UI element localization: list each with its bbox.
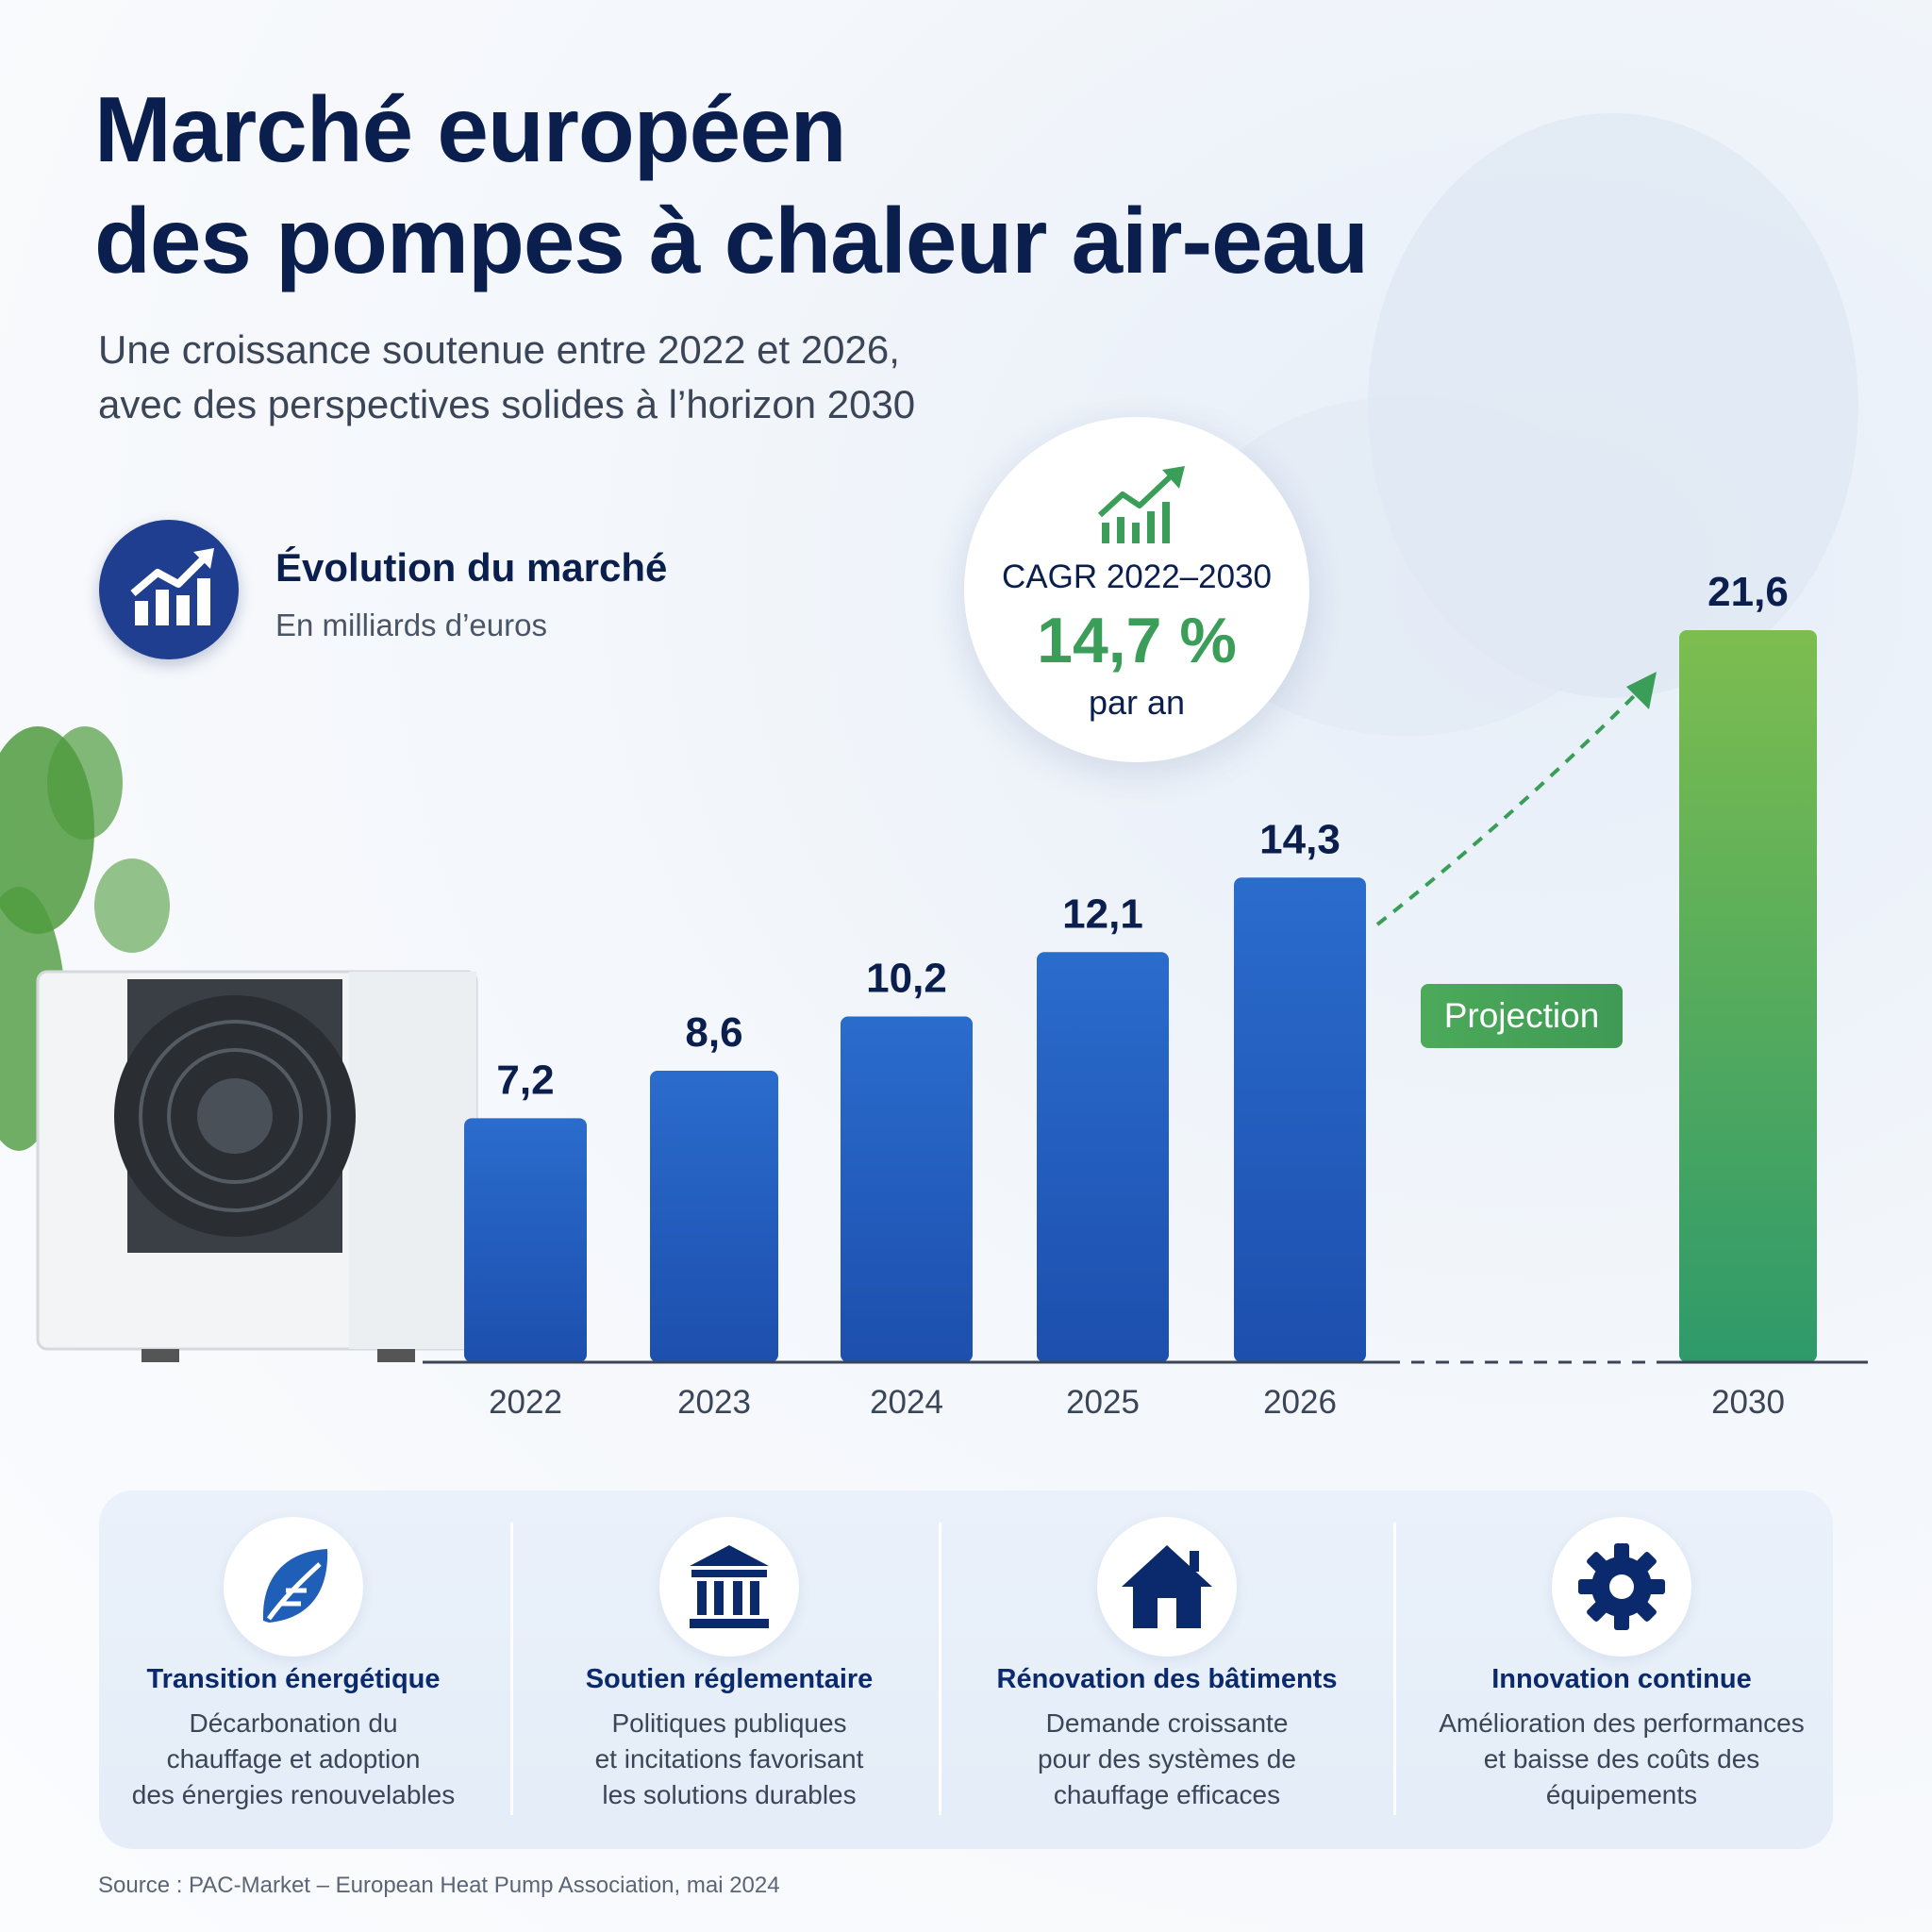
factor-card-transition: Transition énergétique Décarbonation du … [99,1491,488,1849]
bar-2022 [464,1118,587,1362]
projection-arrow-head [1626,672,1657,709]
growth-bars-icon [1097,466,1185,543]
projection-badge: Projection [1421,984,1623,1048]
cagr-badge: CAGR 2022–2030 14,7 % par an [964,417,1309,762]
house-icon [1097,1517,1237,1657]
section-title: Évolution du marché [275,545,668,590]
leaf-icon [224,1517,363,1657]
value-label-2023: 8,6 [685,1009,742,1056]
page-subtitle: Une croissance soutenue entre 2022 et 20… [98,327,916,426]
divider [939,1523,941,1815]
factor-title: Rénovation des bâtiments [996,1664,1338,1694]
source-note: Source : PAC-Market – European Heat Pump… [98,1873,780,1898]
x-tick-2023: 2023 [677,1384,751,1421]
divider [1393,1523,1396,1815]
x-tick-2024: 2024 [870,1384,943,1421]
bar-2025 [1037,952,1169,1362]
x-tick-2022: 2022 [489,1384,562,1421]
factor-card-renovation: Rénovation des bâtiments Demande croissa… [959,1491,1374,1849]
value-label-2024: 10,2 [866,956,947,1002]
value-label-2025: 12,1 [1062,891,1143,937]
factor-text: Demande croissante pour des systèmes de … [1038,1708,1296,1809]
heat-pump-illustration [0,726,478,1362]
x-tick-2025: 2025 [1066,1384,1140,1421]
government-building-icon [659,1517,799,1657]
x-tick-2030: 2030 [1711,1384,1785,1421]
bar-2023 [650,1071,778,1362]
projection-arrow [1375,687,1643,926]
factor-title: Soutien réglementaire [585,1664,874,1694]
cagr-value: 14,7 % [1037,605,1237,676]
factor-card-innovation: Innovation continue Amélioration des per… [1414,1491,1829,1849]
factor-text: Amélioration des performances et baisse … [1439,1708,1805,1809]
gear-icon [1552,1517,1691,1657]
value-label-2026: 14,3 [1259,816,1341,862]
cagr-label: CAGR 2022–2030 [1001,558,1273,595]
page-title: Marché européen des pompes à chaleur air… [94,77,1369,292]
factor-text: Politiques publiques et incitations favo… [594,1708,864,1809]
bar-2030 [1679,630,1817,1362]
factor-card-regulation: Soutien réglementaire Politiques publiqu… [531,1491,927,1849]
section-subtitle: En milliards d’euros [275,608,547,642]
bar-chart-up-icon [99,520,239,659]
factors-panel: Transition énergétique Décarbonation du … [99,1491,1833,1849]
factor-title: Transition énergétique [146,1664,441,1694]
cagr-unit: par an [1088,683,1186,722]
factor-title: Innovation continue [1491,1664,1752,1694]
divider [510,1523,513,1815]
bar-2026 [1234,877,1366,1362]
factor-text: Décarbonation du chauffage et adoption d… [131,1708,456,1809]
value-label-2030: 21,6 [1707,569,1789,615]
bar-2024 [841,1016,973,1362]
value-label-2022: 7,2 [496,1057,554,1103]
x-tick-2026: 2026 [1263,1384,1337,1421]
